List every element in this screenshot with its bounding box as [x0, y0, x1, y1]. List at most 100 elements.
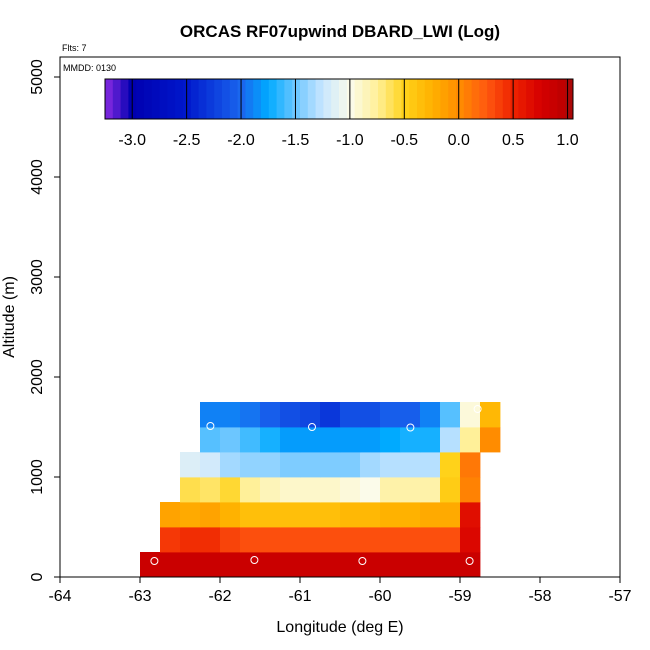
colorbar-segment — [323, 79, 332, 119]
colorbar-segment — [112, 79, 122, 119]
sample-point — [308, 423, 316, 431]
heatmap-cell — [460, 427, 481, 453]
heatmap-cell — [400, 427, 421, 453]
heatmap-cell — [420, 552, 441, 578]
heatmap-cell — [280, 427, 301, 453]
heatmap-cell — [240, 527, 261, 553]
colorbar-segment — [541, 79, 551, 119]
colorbar-segment — [253, 79, 262, 119]
x-axis-label: Longitude (deg E) — [276, 619, 403, 636]
heatmap-cell — [300, 427, 321, 453]
colorbar-segment — [190, 79, 200, 119]
colorbar-segment — [346, 79, 356, 119]
heatmap-cell — [340, 402, 361, 428]
colorbar-segment — [331, 79, 340, 119]
colorbar-segment — [502, 79, 512, 119]
colorbar-segment — [237, 79, 246, 119]
colorbar-segment — [557, 79, 566, 119]
heatmap-cell — [320, 552, 341, 578]
heatmap-cell — [460, 502, 481, 528]
colorbar-segment — [510, 79, 519, 119]
colorbar-segment — [393, 79, 402, 119]
colorbar-segment — [487, 79, 496, 119]
heatmap-cell — [360, 402, 381, 428]
heatmap-cell — [400, 527, 421, 553]
colorbar-segment — [409, 79, 418, 119]
heatmap-cell — [440, 477, 461, 503]
heatmap-cell — [380, 502, 401, 528]
heatmap-cell — [360, 502, 381, 528]
heatmap-cell — [280, 527, 301, 553]
heatmap-cell — [440, 402, 461, 428]
heatmap-cell — [380, 402, 401, 428]
heatmap-cell — [320, 527, 341, 553]
colorbar-segment — [105, 79, 114, 119]
heatmap-cell — [200, 427, 221, 453]
colorbar-segment — [284, 79, 293, 119]
heatmap-cell — [380, 527, 401, 553]
heatmap-cell — [480, 427, 501, 453]
colorbar-segment — [229, 79, 239, 119]
colorbar-segment — [362, 79, 371, 119]
heatmap-cell — [260, 452, 281, 478]
heatmap-cell — [180, 452, 201, 478]
heatmap-cell — [420, 402, 441, 428]
heatmap-cell — [380, 477, 401, 503]
heatmap-cell — [320, 427, 341, 453]
heatmap-cell — [340, 477, 361, 503]
heatmap-cell — [300, 527, 321, 553]
heatmap-cell — [260, 502, 281, 528]
heatmap-cell — [280, 552, 301, 578]
heatmap-cells — [140, 402, 501, 578]
sample-point — [406, 423, 415, 432]
heatmap-cell — [180, 502, 201, 528]
colorbar-segment — [385, 79, 395, 119]
colorbar-frame — [104, 78, 574, 120]
heatmap-cell — [400, 477, 421, 503]
heatmap-cell — [340, 427, 361, 453]
colorbar-segment — [167, 79, 176, 119]
colorbar-segment — [378, 79, 387, 119]
colorbar-segment — [518, 79, 527, 119]
heatmap-cell — [300, 502, 321, 528]
heatmap-cell — [360, 477, 381, 503]
sample-point — [206, 422, 215, 430]
heatmap-cell — [380, 452, 401, 478]
x-tick-label: -58 — [528, 588, 551, 605]
heatmap-cell — [220, 452, 241, 478]
colorbar-segment — [339, 79, 348, 119]
heatmap-cell — [200, 402, 221, 428]
heatmap-cell — [180, 552, 201, 578]
heatmap-cell — [200, 452, 221, 478]
heatmap-cell — [260, 527, 281, 553]
heatmap-cell — [220, 502, 241, 528]
plot-frame — [59, 56, 621, 578]
heatmap-cell — [400, 402, 421, 428]
colorbar-segment — [354, 79, 363, 119]
colorbar-segment — [159, 79, 168, 119]
heatmap-cell — [180, 477, 201, 503]
colorbar-segment — [448, 79, 457, 119]
sample-point — [150, 557, 159, 565]
heatmap-cell — [420, 502, 441, 528]
colorbar-segment — [183, 79, 192, 119]
colorbar-segment — [424, 79, 434, 119]
heatmap-cell — [160, 552, 181, 578]
date-annotation: MMDD: 0130 — [63, 63, 116, 73]
colorbar-segment — [440, 79, 449, 119]
heatmap-cell — [180, 527, 201, 553]
colorbar-segment — [456, 79, 465, 119]
colorbar-segment — [300, 79, 309, 119]
colorbar-tick-label: 0.5 — [502, 132, 524, 149]
colorbar-segment — [151, 79, 161, 119]
colorbar-segment — [307, 79, 317, 119]
heatmap-cell — [220, 527, 241, 553]
heatmap-cell — [200, 527, 221, 553]
sample-point — [473, 405, 482, 413]
y-tick-label: 2000 — [29, 359, 46, 395]
y-tick-label: 3000 — [29, 259, 46, 295]
colorbar-segment — [175, 79, 184, 119]
heatmap-cell — [300, 477, 321, 503]
y-tick-label: 5000 — [29, 59, 46, 95]
